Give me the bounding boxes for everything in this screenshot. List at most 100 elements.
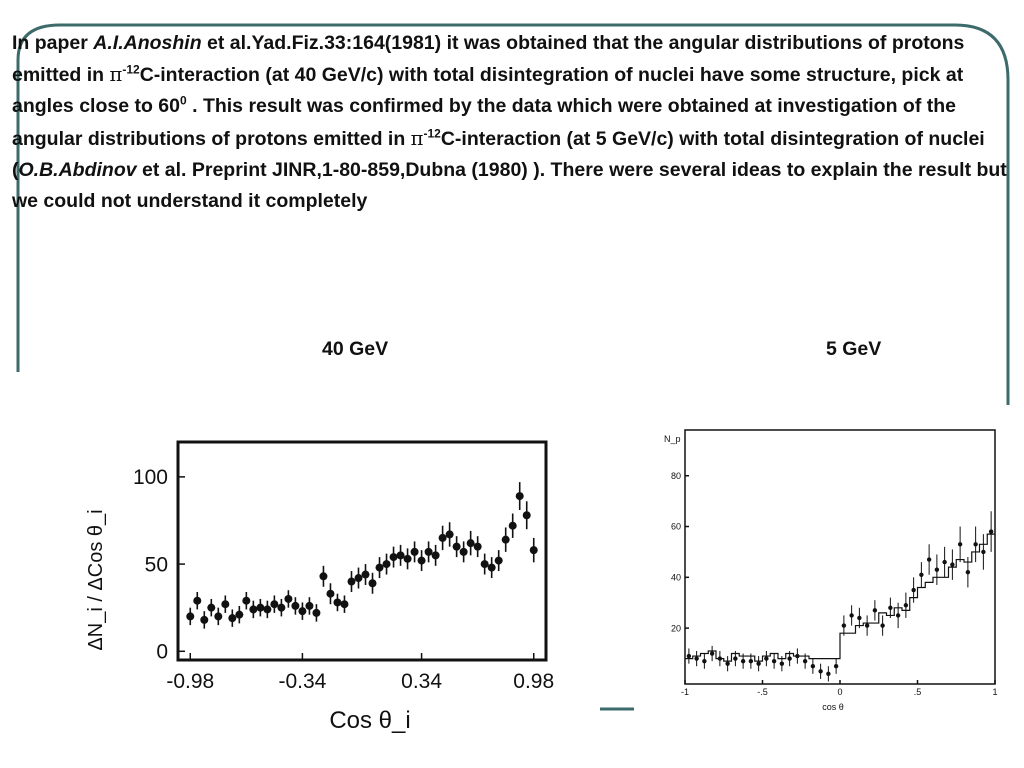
chart-5gev-data-point (686, 653, 692, 659)
chart-40gev-data-point (410, 547, 419, 556)
chart-5gev-data-point (826, 671, 831, 677)
chart-40gev-data-point (186, 612, 195, 621)
label-40-gev: 40 GeV (322, 338, 389, 360)
chart-5gev-data-point (748, 658, 754, 664)
chart-40gev-data-point (207, 603, 216, 612)
chart-40gev-data-point (459, 547, 468, 556)
chart-5gev-data-point (857, 615, 862, 621)
chart-5gev-histogram (685, 533, 995, 662)
chart-5gev-data-point (702, 658, 707, 664)
label-5-gev: 5 GeV (826, 338, 882, 360)
chart-40gev-data-point (263, 605, 272, 614)
chart-40gev-xtick-label: -0.34 (278, 670, 326, 693)
chart-5gev-data-point (888, 605, 893, 610)
chart-40gev-data-point (242, 596, 251, 605)
chart-40gev-data-point (466, 539, 475, 548)
chart-40gev-ytick-label: 50 (145, 553, 168, 576)
chart-5gev-data-point (694, 656, 699, 661)
chart-40gev-plot-frame (176, 440, 548, 662)
chart-40gev-xtick-label: 0.98 (513, 670, 554, 693)
chart-40gev-data-point (249, 605, 258, 614)
chart-5gev-data-point (957, 542, 963, 547)
chart-40gev-data-point (515, 492, 524, 501)
chart-5gev-data-point (981, 549, 986, 555)
chart-40gev-data-point (256, 603, 265, 612)
chart-5gev-data-point (717, 656, 723, 661)
chart-5gev-ytick-label: 40 (671, 572, 681, 582)
chart-5gev-ytick-label: 80 (671, 471, 681, 481)
chart-5gev-data-point (818, 669, 823, 674)
chart-5gev-data-point (733, 656, 738, 661)
chart-40gev-data-point (284, 594, 293, 603)
chart-5gev-data-point (833, 664, 839, 669)
chart-40gev-data-point (333, 598, 342, 607)
chart-5gev-data-point (787, 656, 792, 661)
chart-40gev-data-point (529, 546, 538, 555)
chart-40gev-data-point (368, 579, 377, 588)
chart-40gev-data-point (312, 608, 321, 617)
chart-40gev-data-point (508, 521, 517, 530)
chart-5gev-data-point (903, 603, 909, 608)
chart-5gev-data-point (756, 661, 761, 666)
chart-5gev-data-point (973, 542, 978, 547)
chart-40gev-data-point (403, 554, 412, 563)
chart-40gev-data-point (438, 533, 447, 542)
chart-40gev-data-point (200, 615, 209, 624)
chart-40gev-xtick-label: -0.98 (166, 670, 214, 693)
chart-40gev-data-point (228, 614, 237, 623)
chart-40gev-data-point (375, 563, 384, 572)
chart-40gev-data-point (235, 610, 244, 619)
chart-5gev-data-point (950, 562, 955, 567)
chart-5gev-data-point (849, 613, 854, 618)
chart-40gev-ytick-label: 100 (133, 466, 168, 489)
chart-5gev-data-point (880, 623, 885, 628)
chart-5gev-data-point (802, 658, 808, 664)
chart-5gev-data-point (872, 608, 878, 613)
chart-40gev-data-point (319, 572, 328, 581)
chart-5gev-data-point (988, 529, 994, 534)
chart-40gev-data-point (501, 535, 510, 544)
chart-40gev-data-point (389, 553, 398, 562)
chart-5gev-data-point (810, 664, 816, 669)
chart-40gev-data-point (431, 551, 440, 560)
chart-40gev-data-point (347, 577, 356, 586)
chart-5gev-data-point (764, 656, 769, 661)
frame-outline (16, 23, 1010, 405)
chart-5gev-data-point (725, 661, 730, 666)
chart-5gev-ylabel: N_p (664, 434, 681, 444)
description-paragraph: In paper A.I.Anoshin et al.Yad.Fiz.33:16… (12, 32, 1007, 213)
chart-5gev-data-point (795, 653, 800, 659)
chart-40gev-data-point (214, 612, 223, 621)
chart-40gev-data-point (277, 603, 286, 612)
author-abdinov: O.B.Abdinov (18, 158, 137, 181)
chart-40gev-data-point (487, 563, 496, 572)
chart-5gev-data-point (919, 572, 924, 577)
chart-5gev-data-point (740, 658, 746, 664)
chart-40gev-data-point (361, 570, 370, 579)
chart-5gev-data-point (709, 651, 715, 656)
chart-40gev-ytick-label: 0 (156, 641, 168, 664)
chart-40gev-data-point (382, 560, 391, 569)
chart-40gev-data-point (291, 601, 300, 610)
chart-5gev-data-point (864, 623, 870, 628)
chart-40gev: -0.98 -0.34 0.34 0.98 0 50 100 ΔN_i / ΔCos θ_i… (85, 440, 554, 734)
chart-40gev-data-point (270, 600, 279, 609)
chart-5gev-data-point (895, 613, 901, 618)
chart-40gev-data-point (494, 556, 503, 565)
chart-5gev-data-point (771, 658, 777, 664)
chart-40gev-data-point (354, 574, 363, 583)
chart-5gev-xtick-label: -1 (681, 687, 689, 697)
chart-40gev-data-point (445, 530, 454, 539)
chart-5gev-data-point (942, 559, 947, 565)
chart-40gev-data-point (396, 551, 405, 560)
chart-5gev-data-point (965, 570, 971, 575)
chart-5gev-xtick-label: 0 (837, 687, 842, 697)
author-anoshin: A.I.Anoshin (93, 32, 202, 54)
chart-5gev-xtick-label: 1 (992, 687, 997, 697)
chart-5gev: -1 -.5 0 .5 1 20 40 60 80 N_p cos θ (664, 429, 998, 712)
pi-symbol: π (109, 63, 123, 87)
chart-5gev-data-point (911, 587, 916, 593)
chart-5gev-xtick-label: .5 (914, 687, 922, 697)
chart-5gev-data-point (934, 567, 940, 572)
